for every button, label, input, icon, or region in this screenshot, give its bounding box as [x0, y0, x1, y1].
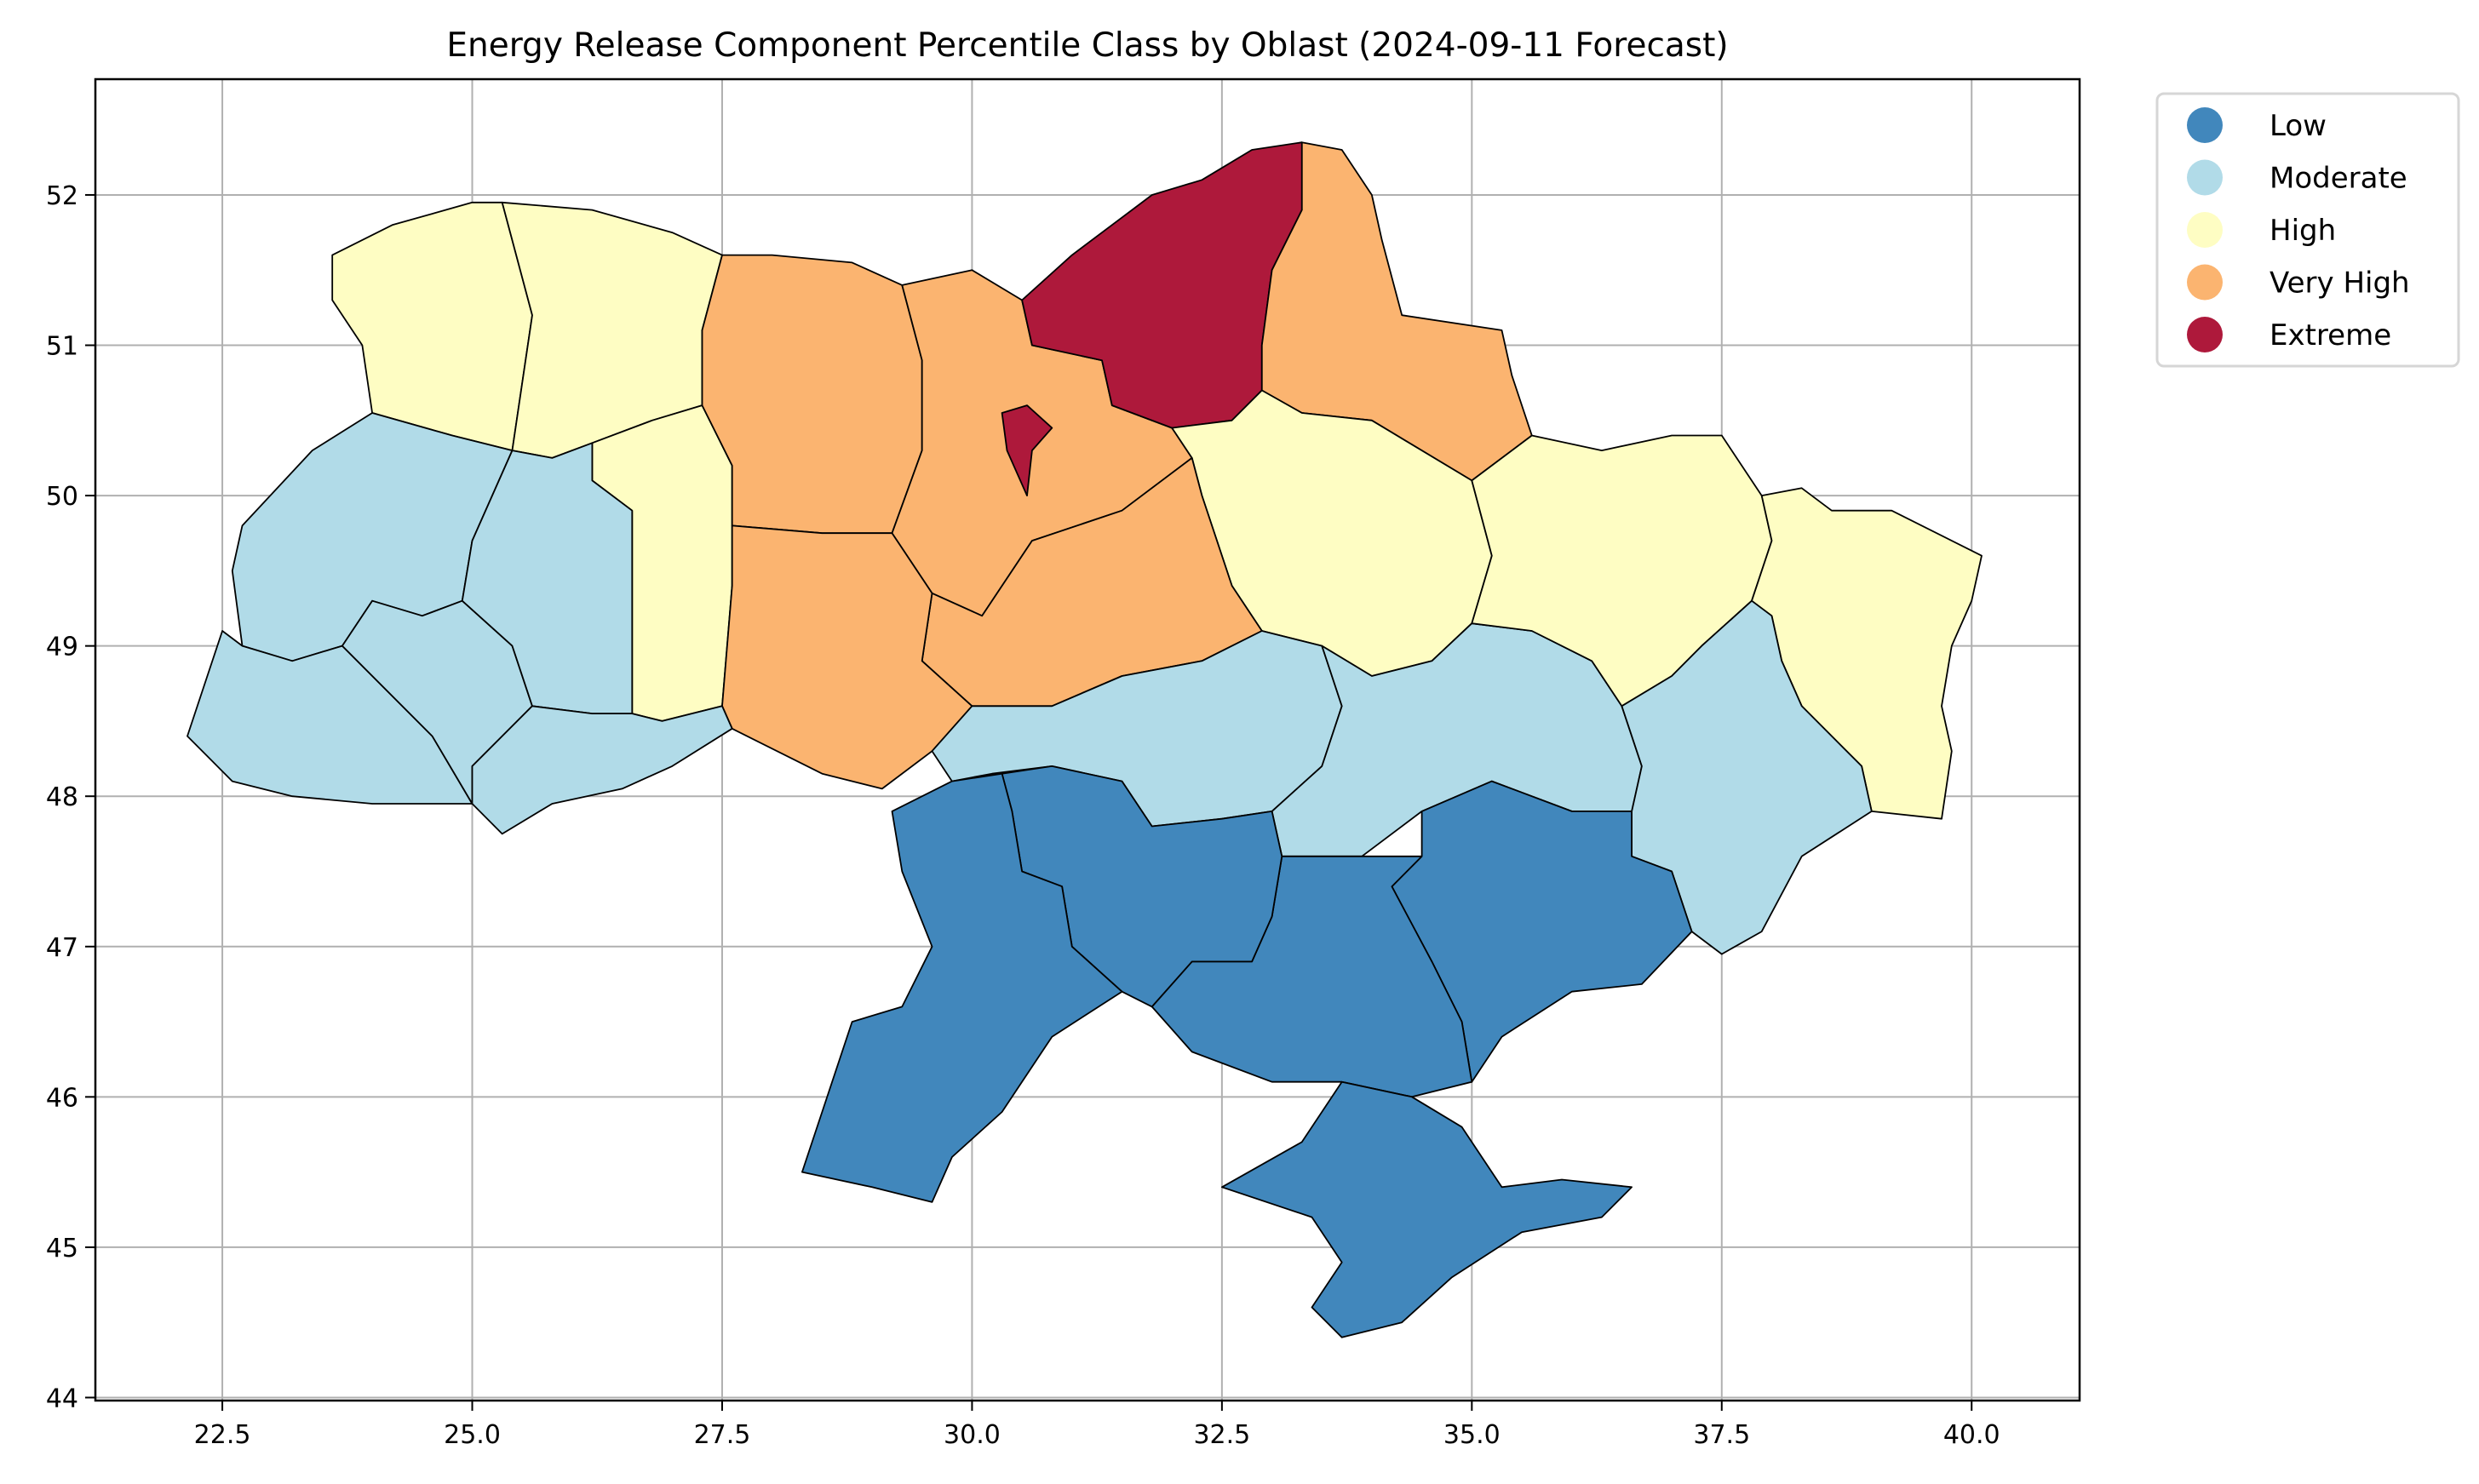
oblast-region-low [801, 772, 1123, 1203]
legend-label: Extreme [2270, 318, 2391, 352]
legend-marker-very-high [2187, 264, 2223, 301]
legend-label: Very High [2270, 266, 2410, 301]
y-tick-label: 48 [46, 782, 78, 812]
legend-marker-moderate [2187, 159, 2223, 196]
oblast-region-extreme [1001, 404, 1053, 496]
axis-ticks: 22.5 25.0 27.5 30.0 32.5 35.0 37.5 40.0 44 45 46 47… [46, 181, 2000, 1450]
legend-marker-low [2187, 107, 2223, 143]
oblast-region-moderate [471, 705, 733, 835]
y-tick-label: 47 [46, 933, 78, 963]
chart-title: Energy Release Component Percentile Clas… [446, 26, 1728, 65]
oblast-region-low [1221, 1080, 1633, 1338]
y-tick-label: 52 [46, 181, 78, 211]
x-tick-label: 35.0 [1443, 1420, 1501, 1450]
y-tick-label: 45 [46, 1234, 78, 1263]
x-tick-label: 22.5 [194, 1420, 251, 1450]
x-tick-label: 40.0 [1943, 1420, 2000, 1450]
legend: Low Moderate High Very High Extreme [2155, 92, 2460, 368]
legend-label: Moderate [2270, 162, 2407, 196]
axes-frame [94, 77, 2081, 1402]
oblast-region-very-high [701, 254, 923, 535]
y-tick-label: 51 [46, 332, 78, 362]
regions-layer [186, 141, 1983, 1338]
x-tick-label: 25.0 [444, 1420, 501, 1450]
y-tick-label: 49 [46, 633, 78, 662]
legend-label: Low [2270, 109, 2327, 143]
legend-marker-extreme [2187, 317, 2223, 352]
legend-box [2155, 92, 2460, 368]
oblast-region-high [331, 201, 533, 451]
y-tick-label: 44 [46, 1384, 78, 1413]
x-tick-label: 37.5 [1693, 1420, 1750, 1450]
legend-label: High [2270, 214, 2336, 248]
legend-marker-high [2187, 212, 2223, 248]
x-tick-label: 32.5 [1193, 1420, 1250, 1450]
y-tick-label: 46 [46, 1083, 78, 1113]
x-tick-label: 27.5 [694, 1420, 751, 1450]
x-tick-label: 30.0 [944, 1420, 1001, 1450]
y-tick-label: 50 [46, 482, 78, 512]
